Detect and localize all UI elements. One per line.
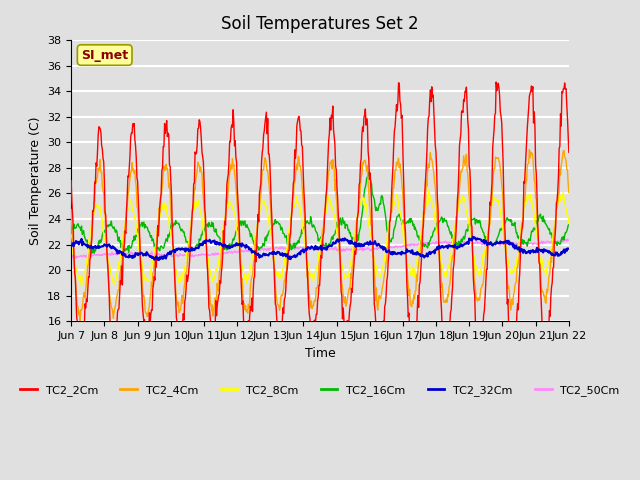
Line: TC2_32Cm: TC2_32Cm [71,237,569,260]
TC2_2Cm [204,283,212,289]
TC2_50Cm [67,255,75,261]
TC2_8Cm [77,284,85,289]
Line: TC2_16Cm: TC2_16Cm [71,172,569,253]
TC2_50Cm [204,252,212,258]
TC2_8Cm [205,267,212,273]
TC2_50Cm [76,253,84,259]
TC2_16Cm [88,251,96,256]
TC2_4Cm [128,160,136,166]
TC2_4Cm [77,307,84,312]
TC2_32Cm [76,240,84,245]
TC2_16Cm [565,222,573,228]
TC2_4Cm [76,318,84,324]
TC2_8Cm [76,273,84,279]
TC2_4Cm [396,165,403,170]
TC2_32Cm [565,246,573,252]
Title: Soil Temperatures Set 2: Soil Temperatures Set 2 [221,15,419,33]
TC2_2Cm [396,81,403,86]
Y-axis label: Soil Temperature (C): Soil Temperature (C) [29,117,42,245]
TC2_32Cm [205,239,212,244]
TC2_2Cm [76,353,84,359]
TC2_4Cm [525,147,533,153]
Line: TC2_8Cm: TC2_8Cm [71,190,569,287]
TC2_32Cm [156,257,163,263]
TC2_4Cm [381,270,388,276]
TC2_2Cm [67,178,75,183]
TC2_16Cm [365,169,372,175]
TC2_2Cm [178,336,186,341]
TC2_50Cm [395,243,403,249]
TC2_32Cm [67,244,75,250]
TC2_32Cm [396,251,403,256]
Line: TC2_4Cm: TC2_4Cm [71,150,569,321]
TC2_2Cm [374,360,382,366]
TC2_4Cm [179,300,186,306]
Legend: TC2_2Cm, TC2_4Cm, TC2_8Cm, TC2_16Cm, TC2_32Cm, TC2_50Cm: TC2_2Cm, TC2_4Cm, TC2_8Cm, TC2_16Cm, TC2… [16,380,624,400]
TC2_50Cm [178,252,186,258]
TC2_32Cm [127,254,135,260]
TC2_8Cm [128,205,136,211]
Line: TC2_50Cm: TC2_50Cm [71,240,569,258]
TC2_8Cm [396,208,403,214]
TC2_16Cm [396,214,404,219]
TC2_16Cm [381,212,389,218]
TC2_16Cm [179,228,186,233]
TC2_32Cm [179,246,186,252]
TC2_8Cm [425,187,433,193]
TC2_50Cm [564,237,572,242]
TC2_4Cm [565,190,573,195]
TC2_8Cm [67,231,75,237]
TC2_16Cm [205,220,212,226]
TC2_2Cm [381,304,388,310]
TC2_50Cm [127,251,135,256]
TC2_50Cm [565,238,573,243]
TC2_2Cm [565,149,573,155]
TC2_4Cm [205,282,212,288]
TC2_4Cm [67,206,75,212]
TC2_8Cm [565,220,573,226]
TC2_2Cm [127,130,135,136]
TC2_16Cm [67,231,75,237]
TC2_16Cm [76,225,84,230]
TC2_2Cm [492,79,500,85]
TC2_50Cm [380,244,388,250]
X-axis label: Time: Time [305,347,335,360]
TC2_32Cm [381,246,388,252]
TC2_8Cm [381,254,388,260]
TC2_16Cm [128,241,136,247]
TC2_32Cm [470,234,477,240]
Line: TC2_2Cm: TC2_2Cm [71,82,569,363]
Text: SI_met: SI_met [81,48,128,61]
TC2_8Cm [179,270,186,276]
